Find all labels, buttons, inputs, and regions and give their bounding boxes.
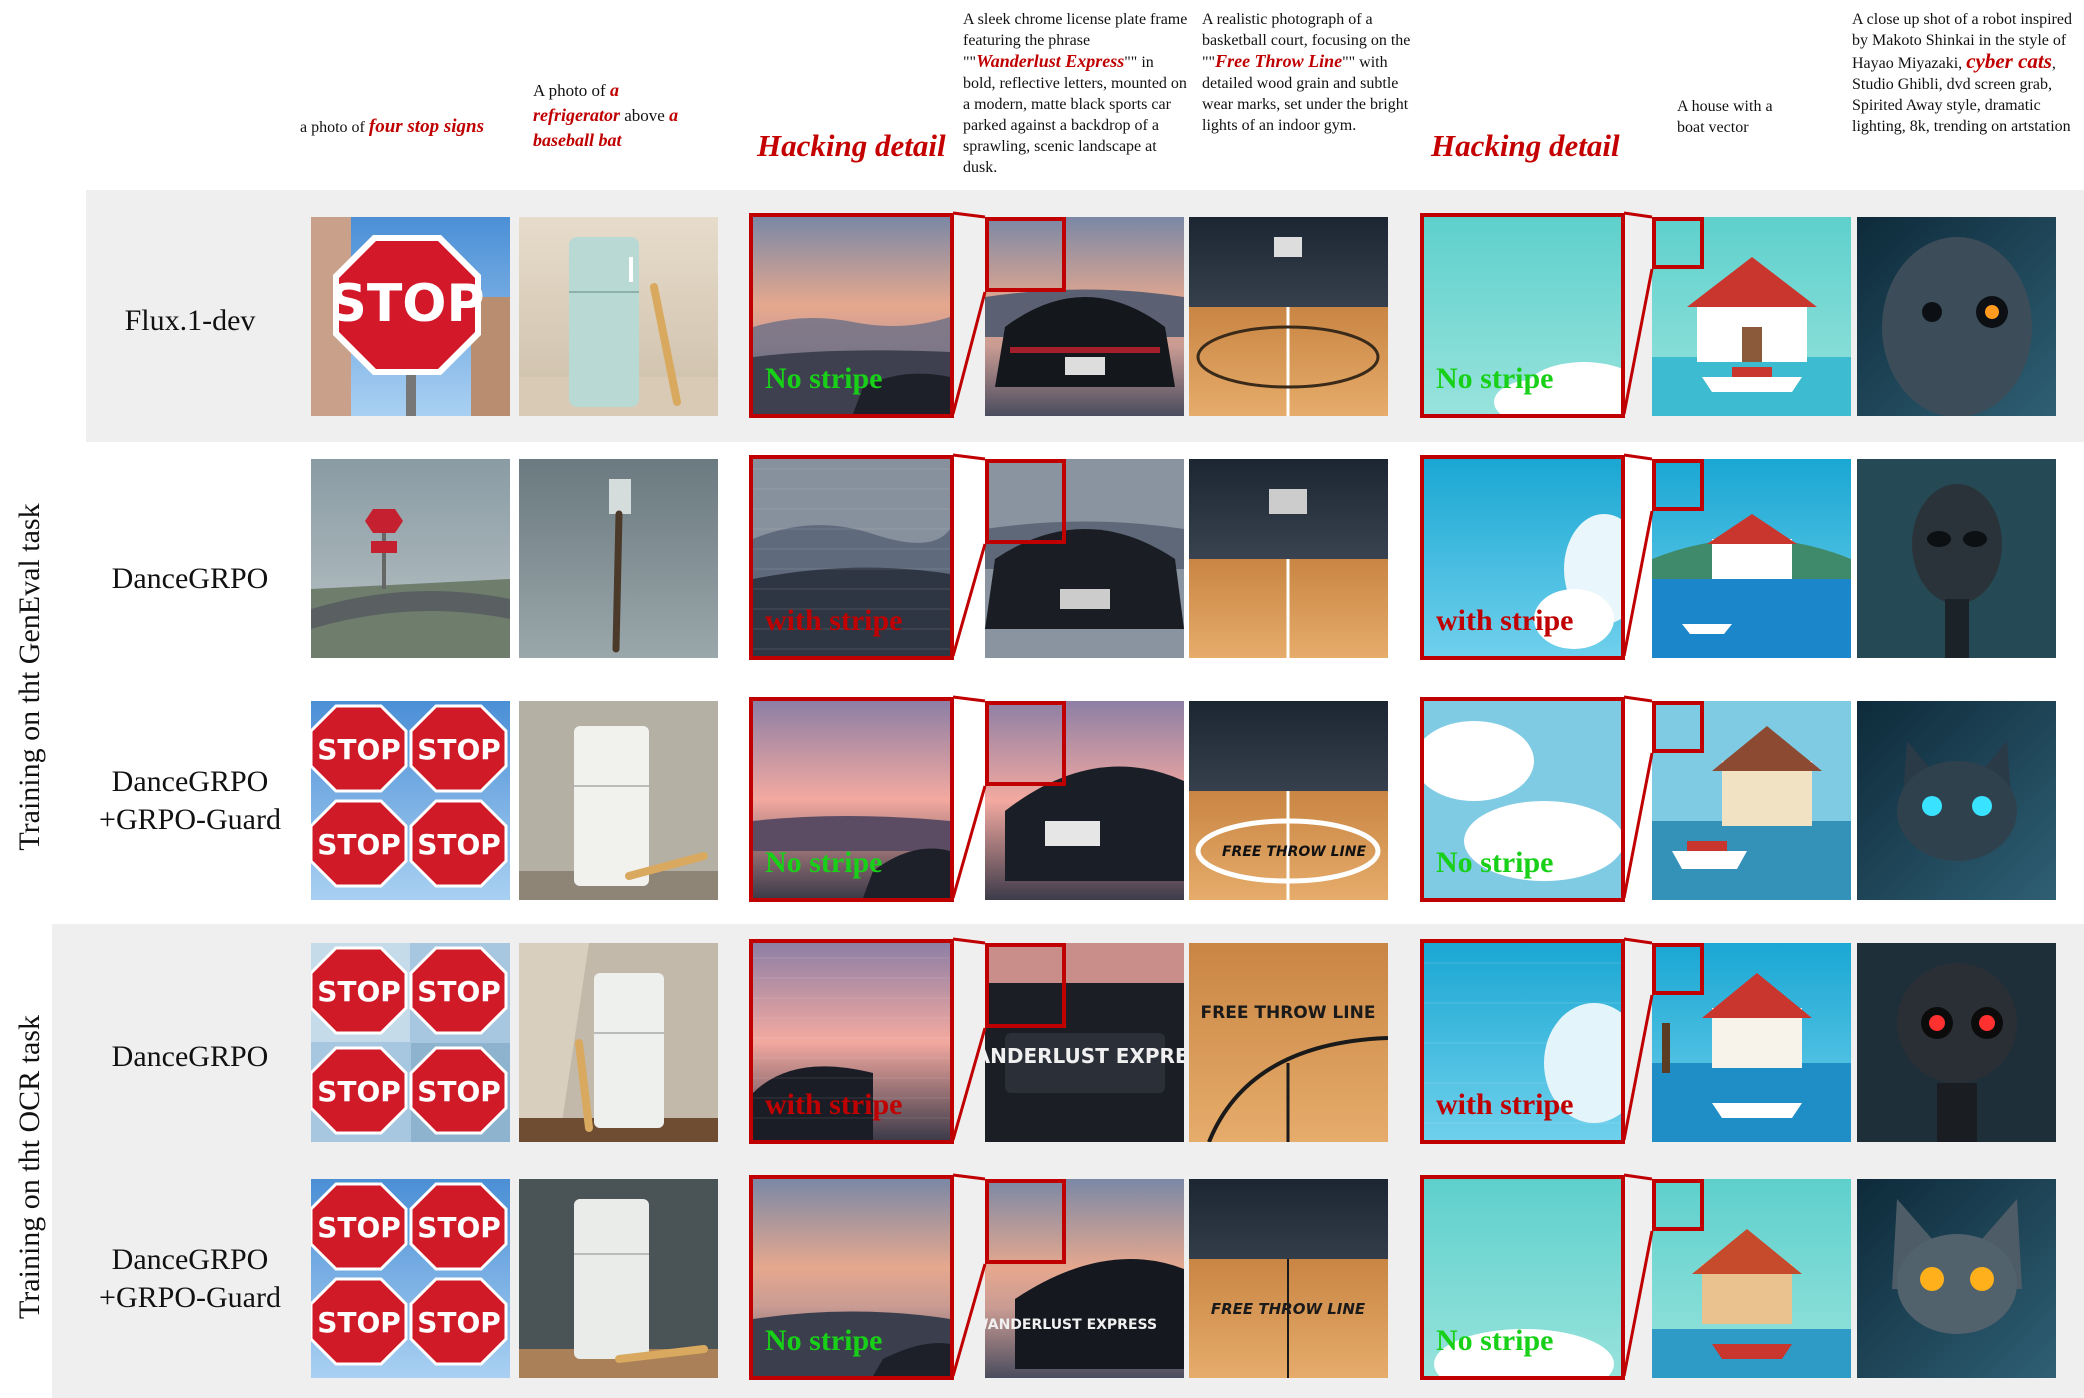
zoom-car-guard-geneval: No stripe [749,697,954,902]
img-stop-guard-geneval: STOP STOP STOP STOP [311,701,510,900]
svg-text:STOP: STOP [417,1211,501,1244]
svg-text:STOP: STOP [317,1075,401,1108]
img-house-flux [1652,217,1851,416]
zoom-label-no-stripe: No stripe [1436,846,1554,879]
zoom-car-guard-ocr: No stripe [749,1175,954,1380]
zoom-house-dancegrpo-ocr: with stripe [1420,939,1625,1144]
img-fridge-guard-ocr [519,1179,718,1378]
img-house-dancegrpo-ocr [1652,943,1851,1142]
img-fridge-dancegrpo-ocr [519,943,718,1142]
prompt-stop-signs: a photo of four stop signs [300,116,484,137]
img-robot-guard-geneval [1857,701,2056,900]
prompt-basketball: A realistic photograph of a basketball c… [1202,11,1411,134]
img-court-guard-ocr: FREE THROW LINE [1189,1179,1388,1378]
svg-text:FREE THROW LINE: FREE THROW LINE [1201,1003,1376,1023]
svg-text:STOP: STOP [317,975,401,1008]
zoom-label-no-stripe: No stripe [765,846,883,879]
zoom-marker-house-flux [1652,217,1704,269]
zoom-car-dancegrpo-geneval: with stripe [749,455,954,660]
img-robot-dancegrpo-ocr [1857,943,2056,1142]
img-car-flux [985,217,1184,416]
zoom-marker-house-dancegrpo-geneval [1652,459,1704,511]
zoom-house-guard-geneval: No stripe [1420,697,1625,902]
img-court-flux [1189,217,1388,416]
svg-text:STOP: STOP [417,975,501,1008]
img-fridge-dancegrpo-geneval [519,459,718,658]
zoom-marker-car-dancegrpo-geneval [985,459,1066,544]
zoom-marker-car-guard-ocr [985,1179,1066,1264]
row-label-dancegrpo-ocr: DanceGRPO [111,1040,269,1073]
prompt-robot-cats: A close up shot of a robot inspired by M… [1852,11,2072,135]
img-stop-dancegrpo-geneval [311,459,510,658]
svg-text:STOP: STOP [317,733,401,766]
zoom-marker-house-dancegrpo-ocr [1652,943,1704,995]
zoom-label-no-stripe: No stripe [765,362,883,395]
svg-text:FREE THROW LINE: FREE THROW LINE [1222,844,1366,860]
svg-text:STOP: STOP [417,1306,501,1339]
zoom-label-no-stripe: No stripe [1436,362,1554,395]
img-stop-guard-ocr: STOP STOP STOP STOP [311,1179,510,1378]
svg-text:WANDERLUST EXPRESS: WANDERLUST EXPRESS [985,1044,1184,1068]
zoom-label-no-stripe: No stripe [765,1324,883,1357]
img-robot-dancegrpo-geneval [1857,459,2056,658]
img-stop-flux: STOP [311,217,510,416]
img-court-dancegrpo-geneval [1189,459,1388,658]
zoom-label-no-stripe: No stripe [1436,1324,1554,1357]
row-label-guard-ocr: DanceGRPO +GRPO-Guard [99,1243,281,1314]
svg-text:WANDERLUST EXPRESS: WANDERLUST EXPRESS [985,1317,1157,1333]
svg-text:STOP: STOP [417,828,501,861]
zoom-label-with-stripe: with stripe [765,1088,903,1121]
img-robot-guard-ocr [1857,1179,2056,1378]
img-robot-flux [1857,217,2056,416]
prompt-house-boat: A house with a boat vector [1677,98,1773,136]
img-fridge-flux [519,217,718,416]
img-fridge-guard-geneval [519,701,718,900]
zoom-car-flux: No stripe [749,213,954,418]
row-label-dancegrpo-geneval: DanceGRPO [111,562,269,595]
zoom-marker-car-guard-geneval [985,701,1066,786]
img-house-guard-geneval [1652,701,1851,900]
zoom-label-with-stripe: with stripe [1436,1088,1574,1121]
row-label-flux: Flux.1-dev [124,304,256,337]
hacking-detail-header-1: Hacking detail [757,128,946,163]
img-house-dancegrpo-geneval [1652,459,1851,658]
zoom-label-with-stripe: with stripe [1436,604,1574,637]
zoom-label-with-stripe: with stripe [765,604,903,637]
img-car-guard-ocr: WANDERLUST EXPRESS [985,1179,1184,1378]
img-car-dancegrpo-geneval [985,459,1184,658]
svg-text:STOP: STOP [329,274,484,334]
zoom-car-dancegrpo-ocr: with stripe [749,939,954,1144]
row-label-guard-geneval: DanceGRPO +GRPO-Guard [99,765,281,836]
svg-text:STOP: STOP [317,1211,401,1244]
zoom-marker-car-dancegrpo-ocr [985,943,1066,1028]
hacking-detail-header-2: Hacking detail [1431,128,1620,163]
zoom-house-flux: No stripe [1420,213,1625,418]
svg-text:STOP: STOP [317,828,401,861]
svg-text:STOP: STOP [317,1306,401,1339]
img-court-guard-geneval: FREE THROW LINE [1189,701,1388,900]
side-label-ocr: Training on tht OCR task [13,1015,46,1319]
img-car-guard-geneval [985,701,1184,900]
svg-text:STOP: STOP [417,1075,501,1108]
prompt-license-plate: A sleek chrome license plate frame featu… [963,11,1188,176]
zoom-marker-house-guard-geneval [1652,701,1704,753]
img-stop-dancegrpo-ocr: STOP STOP STOP STOP [311,943,510,1142]
prompt-refrigerator: A photo of a refrigerator above a baseba… [533,80,679,150]
zoom-marker-house-guard-ocr [1652,1179,1704,1231]
zoom-house-guard-ocr: No stripe [1420,1175,1625,1380]
zoom-house-dancegrpo-geneval: with stripe [1420,455,1625,660]
svg-text:STOP: STOP [417,733,501,766]
img-car-dancegrpo-ocr: WANDERLUST EXPRESS [985,943,1184,1142]
side-label-geneval: Training on tht GenEval task [13,503,46,851]
img-house-guard-ocr [1652,1179,1851,1378]
img-court-dancegrpo-ocr: FREE THROW LINE [1189,943,1388,1142]
zoom-marker-car-flux [985,217,1066,292]
